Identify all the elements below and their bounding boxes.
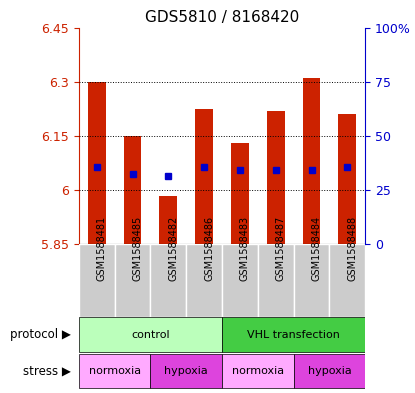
Text: GSM1588486: GSM1588486	[204, 215, 214, 281]
Bar	[222, 354, 293, 388]
Text: GSM1588485: GSM1588485	[132, 215, 142, 281]
Text: GSM1588484: GSM1588484	[312, 215, 322, 281]
Bar	[79, 354, 150, 388]
Text: GSM1588481: GSM1588481	[97, 215, 107, 281]
Bar	[159, 196, 177, 244]
Bar	[79, 318, 222, 352]
Bar	[195, 109, 213, 244]
Bar	[186, 244, 222, 317]
Bar	[293, 354, 365, 388]
Bar	[124, 136, 142, 244]
Bar	[88, 82, 106, 244]
Text: GSM1588482: GSM1588482	[168, 215, 178, 281]
Bar	[330, 244, 365, 317]
Bar	[303, 78, 320, 244]
Title: GDS5810 / 8168420: GDS5810 / 8168420	[145, 10, 299, 25]
Bar	[231, 143, 249, 244]
Text: GSM1588487: GSM1588487	[276, 215, 286, 281]
Bar	[267, 111, 285, 244]
Text: protocol ▶: protocol ▶	[10, 328, 71, 342]
Text: GSM1588488: GSM1588488	[347, 215, 357, 281]
Text: control: control	[131, 330, 170, 340]
Bar	[150, 354, 222, 388]
Text: normoxia: normoxia	[88, 366, 141, 376]
Text: VHL transfection: VHL transfection	[247, 330, 340, 340]
Text: hypoxia: hypoxia	[308, 366, 351, 376]
Bar	[79, 244, 115, 317]
Text: hypoxia: hypoxia	[164, 366, 208, 376]
Bar	[222, 318, 365, 352]
Bar	[222, 244, 258, 317]
Bar	[338, 114, 356, 244]
Text: stress ▶: stress ▶	[23, 364, 71, 378]
Bar	[115, 244, 150, 317]
Bar	[258, 244, 293, 317]
Text: GSM1588483: GSM1588483	[240, 215, 250, 281]
Text: normoxia: normoxia	[232, 366, 284, 376]
Bar	[150, 244, 186, 317]
Bar	[293, 244, 330, 317]
